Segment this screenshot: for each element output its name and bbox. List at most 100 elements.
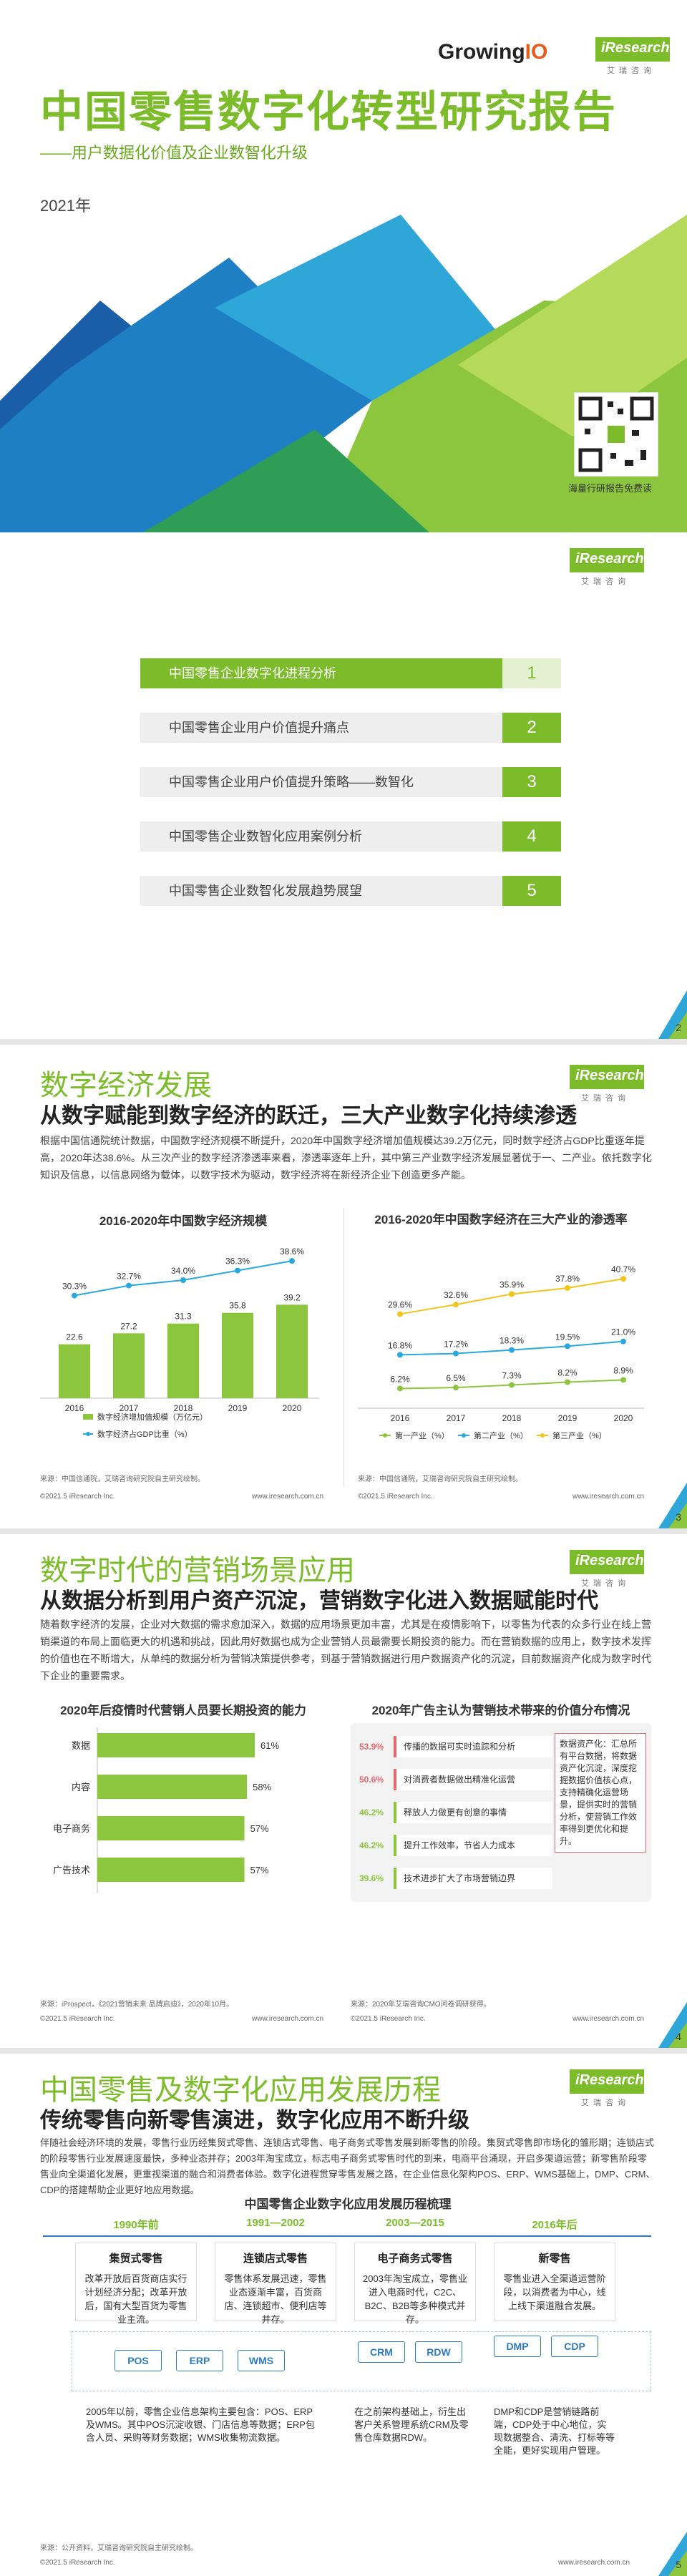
stage-name: 集贸式零售 xyxy=(109,2253,163,2265)
category-label: 广告技术 xyxy=(53,1865,90,1875)
toc-item-label: 中国零售企业用户价值提升策略——数智化 xyxy=(140,767,502,797)
footer-url: www.iresearch.com.cn xyxy=(572,2015,645,2023)
system-tag-cdp: CDP xyxy=(551,2336,598,2357)
system-tag-crm: CRM xyxy=(358,2341,405,2363)
page-number: 4 xyxy=(676,2031,681,2042)
toc-item-number: 5 xyxy=(502,876,561,906)
footer-copyright: ©2021.5 iResearch Inc. xyxy=(358,1493,433,1501)
iresearch-logo: iResearch xyxy=(570,1550,644,1574)
system-note: 在之前架构基础上，衍生出客户关系管理系统CRM及零售仓库数据RDW。 xyxy=(354,2406,469,2443)
toc-item-number: 3 xyxy=(502,767,561,797)
series-point xyxy=(509,1347,515,1353)
stage-name: 新零售 xyxy=(538,2253,571,2265)
right-chart-title: 2020年广告主认为营销技术带来的价值分布情况 xyxy=(371,1704,630,1717)
data-asset-callout: 数据资产化：汇总所有平台数据，将数据资产化沉淀，深度挖掘数据价值核心点，支持精确… xyxy=(555,1733,646,1853)
toc-item-4[interactable]: 中国零售企业数智化应用案例分析 4 xyxy=(140,821,561,852)
left-chart-title: 2016-2020年中国数字经济规模 xyxy=(99,1214,268,1228)
value-pct: 50.6% xyxy=(359,1775,384,1785)
section-paragraph: 随着数字经济的发展，企业对大数据的需求愈加深入，数据的应用场景更加丰富，尤其是在… xyxy=(40,1619,651,1682)
value-pct: 53.9% xyxy=(359,1742,384,1752)
system-note: 2005年以前，零售企业信息架构主要包含：POS、ERP及WMS。其中POS沉淀… xyxy=(86,2406,315,2443)
section-title: 中国零售及数字化应用发展历程 xyxy=(40,2074,441,2106)
bar xyxy=(276,1304,308,1398)
point-label: 8.2% xyxy=(557,1368,578,1378)
toc-item-label: 中国零售企业数字化进程分析 xyxy=(140,658,502,688)
point-label: 40.7% xyxy=(611,1264,635,1274)
system-tag-rdw: RDW xyxy=(415,2341,462,2363)
value-text: 对消费者数据做出精准化运营 xyxy=(394,1769,552,1790)
bar-value-label: 39.2 xyxy=(283,1292,301,1302)
corner-triangle xyxy=(658,1483,687,1528)
pct-label: 32.7% xyxy=(117,1272,141,1282)
stage-name: 连锁店式零售 xyxy=(243,2253,308,2265)
series-point xyxy=(620,1377,626,1383)
point-label: 8.9% xyxy=(613,1365,633,1375)
value-item: 39.6% 技术进步扩大了市场营销边界 xyxy=(359,1865,552,1892)
systems-band xyxy=(72,2331,651,2391)
qr-code-pattern xyxy=(578,396,654,472)
value-item: 46.2% 释放人力做更有创意的事情 xyxy=(359,1799,552,1826)
series-point xyxy=(397,1311,403,1317)
pct-point xyxy=(289,1258,295,1264)
category-label: 内容 xyxy=(72,1782,90,1792)
page-number: 3 xyxy=(676,1511,681,1523)
series-point xyxy=(397,1385,403,1392)
bar xyxy=(59,1344,90,1398)
section-subtitle: 从数据分析到用户资产沉淀，营销数字化进入数据赋能时代 xyxy=(40,1589,598,1613)
era-label: 2016年后 xyxy=(532,2219,578,2231)
toc-item-3[interactable]: 中国零售企业用户价值提升策略——数智化 3 xyxy=(140,767,561,797)
era-label: 1991—2002 xyxy=(246,2217,305,2229)
value-item: 50.6% 对消费者数据做出精准化运营 xyxy=(359,1766,552,1793)
section-subtitle: 从数字赋能到数字经济的跃迁，三大产业数字化持续渗透 xyxy=(40,1104,577,1128)
pct-point xyxy=(235,1267,240,1274)
value-text: 释放人力做更有创意的事情 xyxy=(394,1802,552,1823)
bar xyxy=(97,1858,245,1882)
x-tick-label: 2018 xyxy=(174,1403,193,1413)
stage-card: 连锁店式零售 零售体系发展迅速，零售业态逐渐丰富，百货商店、连锁超市、便利店等并存… xyxy=(215,2243,336,2325)
toc-item-5[interactable]: 中国零售企业数智化发展趋势展望 5 xyxy=(140,876,561,906)
legend-swatch-dot xyxy=(540,1433,545,1438)
toc-item-1[interactable]: 中国零售企业数字化进程分析 1 xyxy=(140,658,561,688)
x-tick-label: 2020 xyxy=(614,1413,633,1423)
value-text: 传播的数据可实时追踪和分析 xyxy=(394,1736,552,1757)
section-subtitle: 传统零售向新零售演进，数字化应用不断升级 xyxy=(40,2109,469,2132)
point-label: 6.5% xyxy=(446,1373,466,1383)
pct-label: 36.3% xyxy=(225,1257,250,1267)
point-label: 17.2% xyxy=(444,1340,468,1350)
page-number: 2 xyxy=(676,1022,681,1033)
bar-value-label: 31.3 xyxy=(175,1312,192,1322)
series-point xyxy=(620,1338,626,1345)
pct-point xyxy=(126,1282,132,1289)
history-page: iResearch 艾瑞咨询 中国零售及数字化应用发展历程 传统零售向新零售演进… xyxy=(0,2048,687,2576)
bar xyxy=(222,1312,253,1398)
point-label: 18.3% xyxy=(500,1336,524,1346)
era-label: 1990年前 xyxy=(113,2219,159,2231)
corner-triangle xyxy=(658,2002,687,2048)
value-text: 技术进步扩大了市场营销边界 xyxy=(394,1868,552,1889)
series-point xyxy=(453,1302,459,1308)
value-pct: 39.6% xyxy=(359,1873,384,1883)
value-text: 提升工作效率，节省人力成本 xyxy=(394,1835,552,1856)
footer-copyright: ©2021.5 iResearch Inc. xyxy=(40,2559,115,2567)
source-right: 来源：2020年艾瑞咨询CMO问卷调研获得。 xyxy=(351,2001,491,2009)
qr-code[interactable] xyxy=(574,392,658,477)
bar xyxy=(97,1816,245,1840)
bar-value-label: 57% xyxy=(250,1823,269,1834)
capability-bar-chart: 数据 61% 内容 58% 电子商务 57% 广告技术 57% xyxy=(53,1727,279,1893)
bar xyxy=(167,1323,199,1398)
bar xyxy=(97,1733,255,1757)
legend-swatch-dot xyxy=(86,1432,90,1436)
system-tag-pos: POS xyxy=(114,2350,162,2371)
pct-label: 34.0% xyxy=(171,1266,195,1276)
page-separator xyxy=(0,2048,687,2054)
cover-triangle-dark-green xyxy=(143,429,429,532)
point-label: 6.2% xyxy=(390,1374,410,1384)
footer-url: www.iresearch.com.cn xyxy=(572,1493,645,1501)
report-title: 中国零售数字化转型研究报告 xyxy=(40,88,617,136)
toc-item-2[interactable]: 中国零售企业用户价值提升痛点 2 xyxy=(140,713,561,743)
category-label: 电子商务 xyxy=(53,1823,90,1834)
section-paragraph: 根据中国信通院统计数据，中国数字经济规模不断提升，2020年中国数字经济增加值规… xyxy=(40,1135,652,1181)
toc-item-label: 中国零售企业用户价值提升痛点 xyxy=(140,713,502,743)
digital-economy-page: iResearch 艾瑞咨询 数字经济发展 从数字赋能到数字经济的跃迁，三大产业… xyxy=(0,1039,687,1528)
pct-point xyxy=(180,1277,186,1283)
